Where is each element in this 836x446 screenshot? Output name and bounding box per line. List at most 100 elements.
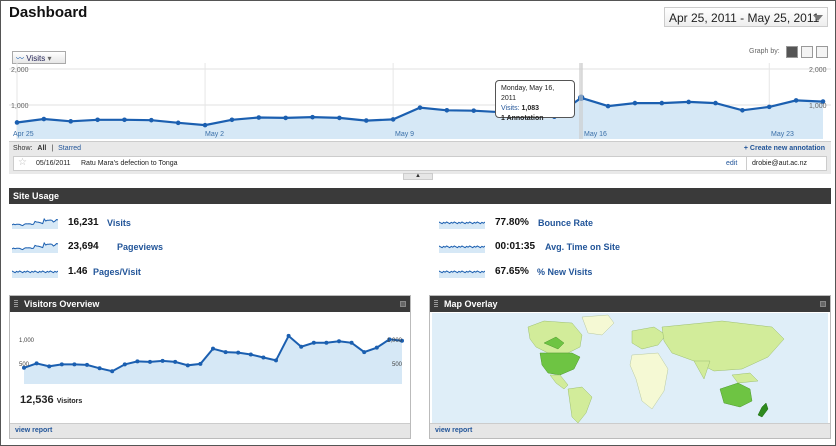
graph-by-label: Graph by: (749, 48, 780, 55)
visitors-data-point (337, 339, 341, 344)
visitors-data-point (223, 350, 228, 355)
map-south-america[interactable] (567, 386, 593, 423)
map-indonesia[interactable] (731, 372, 759, 384)
visitors-data-point (349, 340, 354, 345)
data-point[interactable] (122, 117, 127, 123)
visitors-data-point (362, 350, 367, 355)
map-europe[interactable] (631, 326, 667, 350)
filter-starred[interactable]: Starred (58, 145, 82, 152)
map-alaska[interactable] (543, 336, 565, 350)
data-point[interactable] (632, 100, 638, 106)
usage-avg-time[interactable]: 00:01:35 Avg. Time on Site (439, 239, 739, 257)
map-india[interactable] (693, 360, 711, 380)
data-point[interactable] (14, 120, 20, 125)
close-icon[interactable] (820, 301, 826, 307)
data-point[interactable] (175, 120, 181, 126)
bounce-sparkline-icon (439, 221, 485, 229)
usage-visits[interactable]: 16,231 Visits (12, 215, 312, 233)
y-tick-right-1000: 1,000 (809, 103, 827, 110)
data-point[interactable] (686, 99, 691, 105)
annotation-edit-link[interactable]: edit (726, 160, 738, 167)
visitors-overview-header[interactable]: Visitors Overview (10, 296, 410, 312)
visitors-data-point (261, 355, 266, 360)
visits-label[interactable]: Visits (107, 218, 131, 228)
data-point[interactable] (605, 103, 611, 109)
data-point[interactable] (820, 99, 826, 104)
visitors-data-point (311, 340, 316, 345)
metric-selector[interactable]: 〰 Visits ▾ (12, 51, 66, 64)
visitors-view-report-link[interactable]: view report (15, 427, 53, 434)
map-overlay-header[interactable]: Map Overlay (430, 296, 830, 312)
visitors-data-point (185, 363, 190, 368)
data-point[interactable] (417, 105, 423, 110)
drag-handle-icon[interactable] (434, 300, 438, 307)
data-point[interactable] (471, 108, 477, 113)
pageviews-value: 23,694 (68, 241, 99, 252)
data-point[interactable] (41, 116, 47, 122)
graph-by-month-button[interactable] (816, 46, 828, 58)
usage-pageviews[interactable]: 23,694 Pageviews (12, 239, 312, 257)
close-icon[interactable] (400, 301, 406, 307)
filter-separator: | (51, 145, 54, 152)
data-point[interactable] (740, 108, 745, 113)
visits-trend-chart[interactable]: 2,000 1,000 2,000 1,000 Apr 25 May 2 May… (9, 63, 831, 141)
map-africa[interactable] (629, 352, 669, 410)
data-point[interactable] (659, 100, 665, 106)
annotation-text: Ratu Mara's defection to Tonga (81, 160, 178, 167)
data-point[interactable] (283, 115, 288, 121)
data-point[interactable] (310, 114, 315, 120)
map-asia[interactable] (661, 320, 785, 372)
graph-by-week-button[interactable] (801, 46, 813, 58)
new-visits-sparkline-icon (439, 270, 485, 278)
usage-bounce-rate[interactable]: 77.80% Bounce Rate (439, 215, 739, 233)
visitors-total-label: Visitors (56, 398, 83, 405)
pageviews-label[interactable]: Pageviews (117, 242, 164, 252)
collapse-annotations-button[interactable]: ▲ (403, 173, 433, 180)
tooltip-annotation-count: 1 Annotation (501, 115, 544, 122)
bounce-rate-label[interactable]: Bounce Rate (538, 218, 594, 228)
data-point[interactable] (229, 117, 235, 123)
new-visits-label[interactable]: % New Visits (537, 267, 593, 277)
world-map[interactable] (432, 313, 828, 423)
annotation-panel: Show: All | Starred + Create new annotat… (9, 141, 831, 174)
map-australia[interactable] (719, 382, 753, 408)
map-mexico[interactable] (549, 374, 569, 390)
tooltip-visits-value: 1,083 (521, 105, 540, 112)
annotation-author: drobie@aut.ac.nz (752, 160, 807, 167)
visitors-data-point (110, 369, 115, 374)
visitors-overview-footer: view report (10, 423, 410, 438)
data-point[interactable] (766, 104, 772, 110)
create-annotation-link[interactable]: + Create new annotation (743, 145, 825, 152)
visits-sparkline-icon (12, 217, 58, 229)
data-point[interactable] (793, 98, 799, 103)
star-icon[interactable]: ☆ (18, 157, 27, 168)
date-range-picker[interactable]: Apr 25, 2011 - May 25, 2011 (664, 7, 828, 27)
usage-new-visits[interactable]: 67.65% % New Visits (439, 264, 739, 282)
filter-all[interactable]: All (37, 145, 47, 152)
data-point[interactable] (337, 115, 342, 121)
data-point[interactable] (444, 108, 450, 113)
avg-time-label[interactable]: Avg. Time on Site (545, 242, 621, 252)
data-point[interactable] (95, 117, 100, 123)
map-usa[interactable] (539, 352, 581, 376)
visitors-data-point (122, 362, 127, 367)
map-new-zealand[interactable] (757, 402, 769, 418)
map-view-report-link[interactable]: view report (435, 427, 473, 434)
data-point[interactable] (363, 118, 369, 123)
usage-pages-per-visit[interactable]: 1.46 Pages/Visit (12, 264, 312, 282)
drag-handle-icon[interactable] (14, 300, 18, 307)
data-point[interactable] (68, 119, 74, 124)
pages-visit-label[interactable]: Pages/Visit (93, 267, 141, 277)
map-greenland (581, 314, 615, 336)
site-usage-header: Site Usage (9, 188, 831, 204)
data-point[interactable] (149, 117, 154, 123)
pages-visit-sparkline-icon (12, 270, 58, 278)
map-canada[interactable] (527, 320, 583, 354)
data-point[interactable] (202, 122, 208, 128)
data-point[interactable] (713, 100, 718, 106)
graph-by-day-button[interactable] (786, 46, 798, 58)
visitors-overview-chart: 1,000 500 1,000 500 (19, 333, 404, 384)
data-point[interactable] (390, 117, 396, 122)
data-point[interactable] (256, 115, 262, 120)
visitors-data-point (160, 358, 165, 363)
